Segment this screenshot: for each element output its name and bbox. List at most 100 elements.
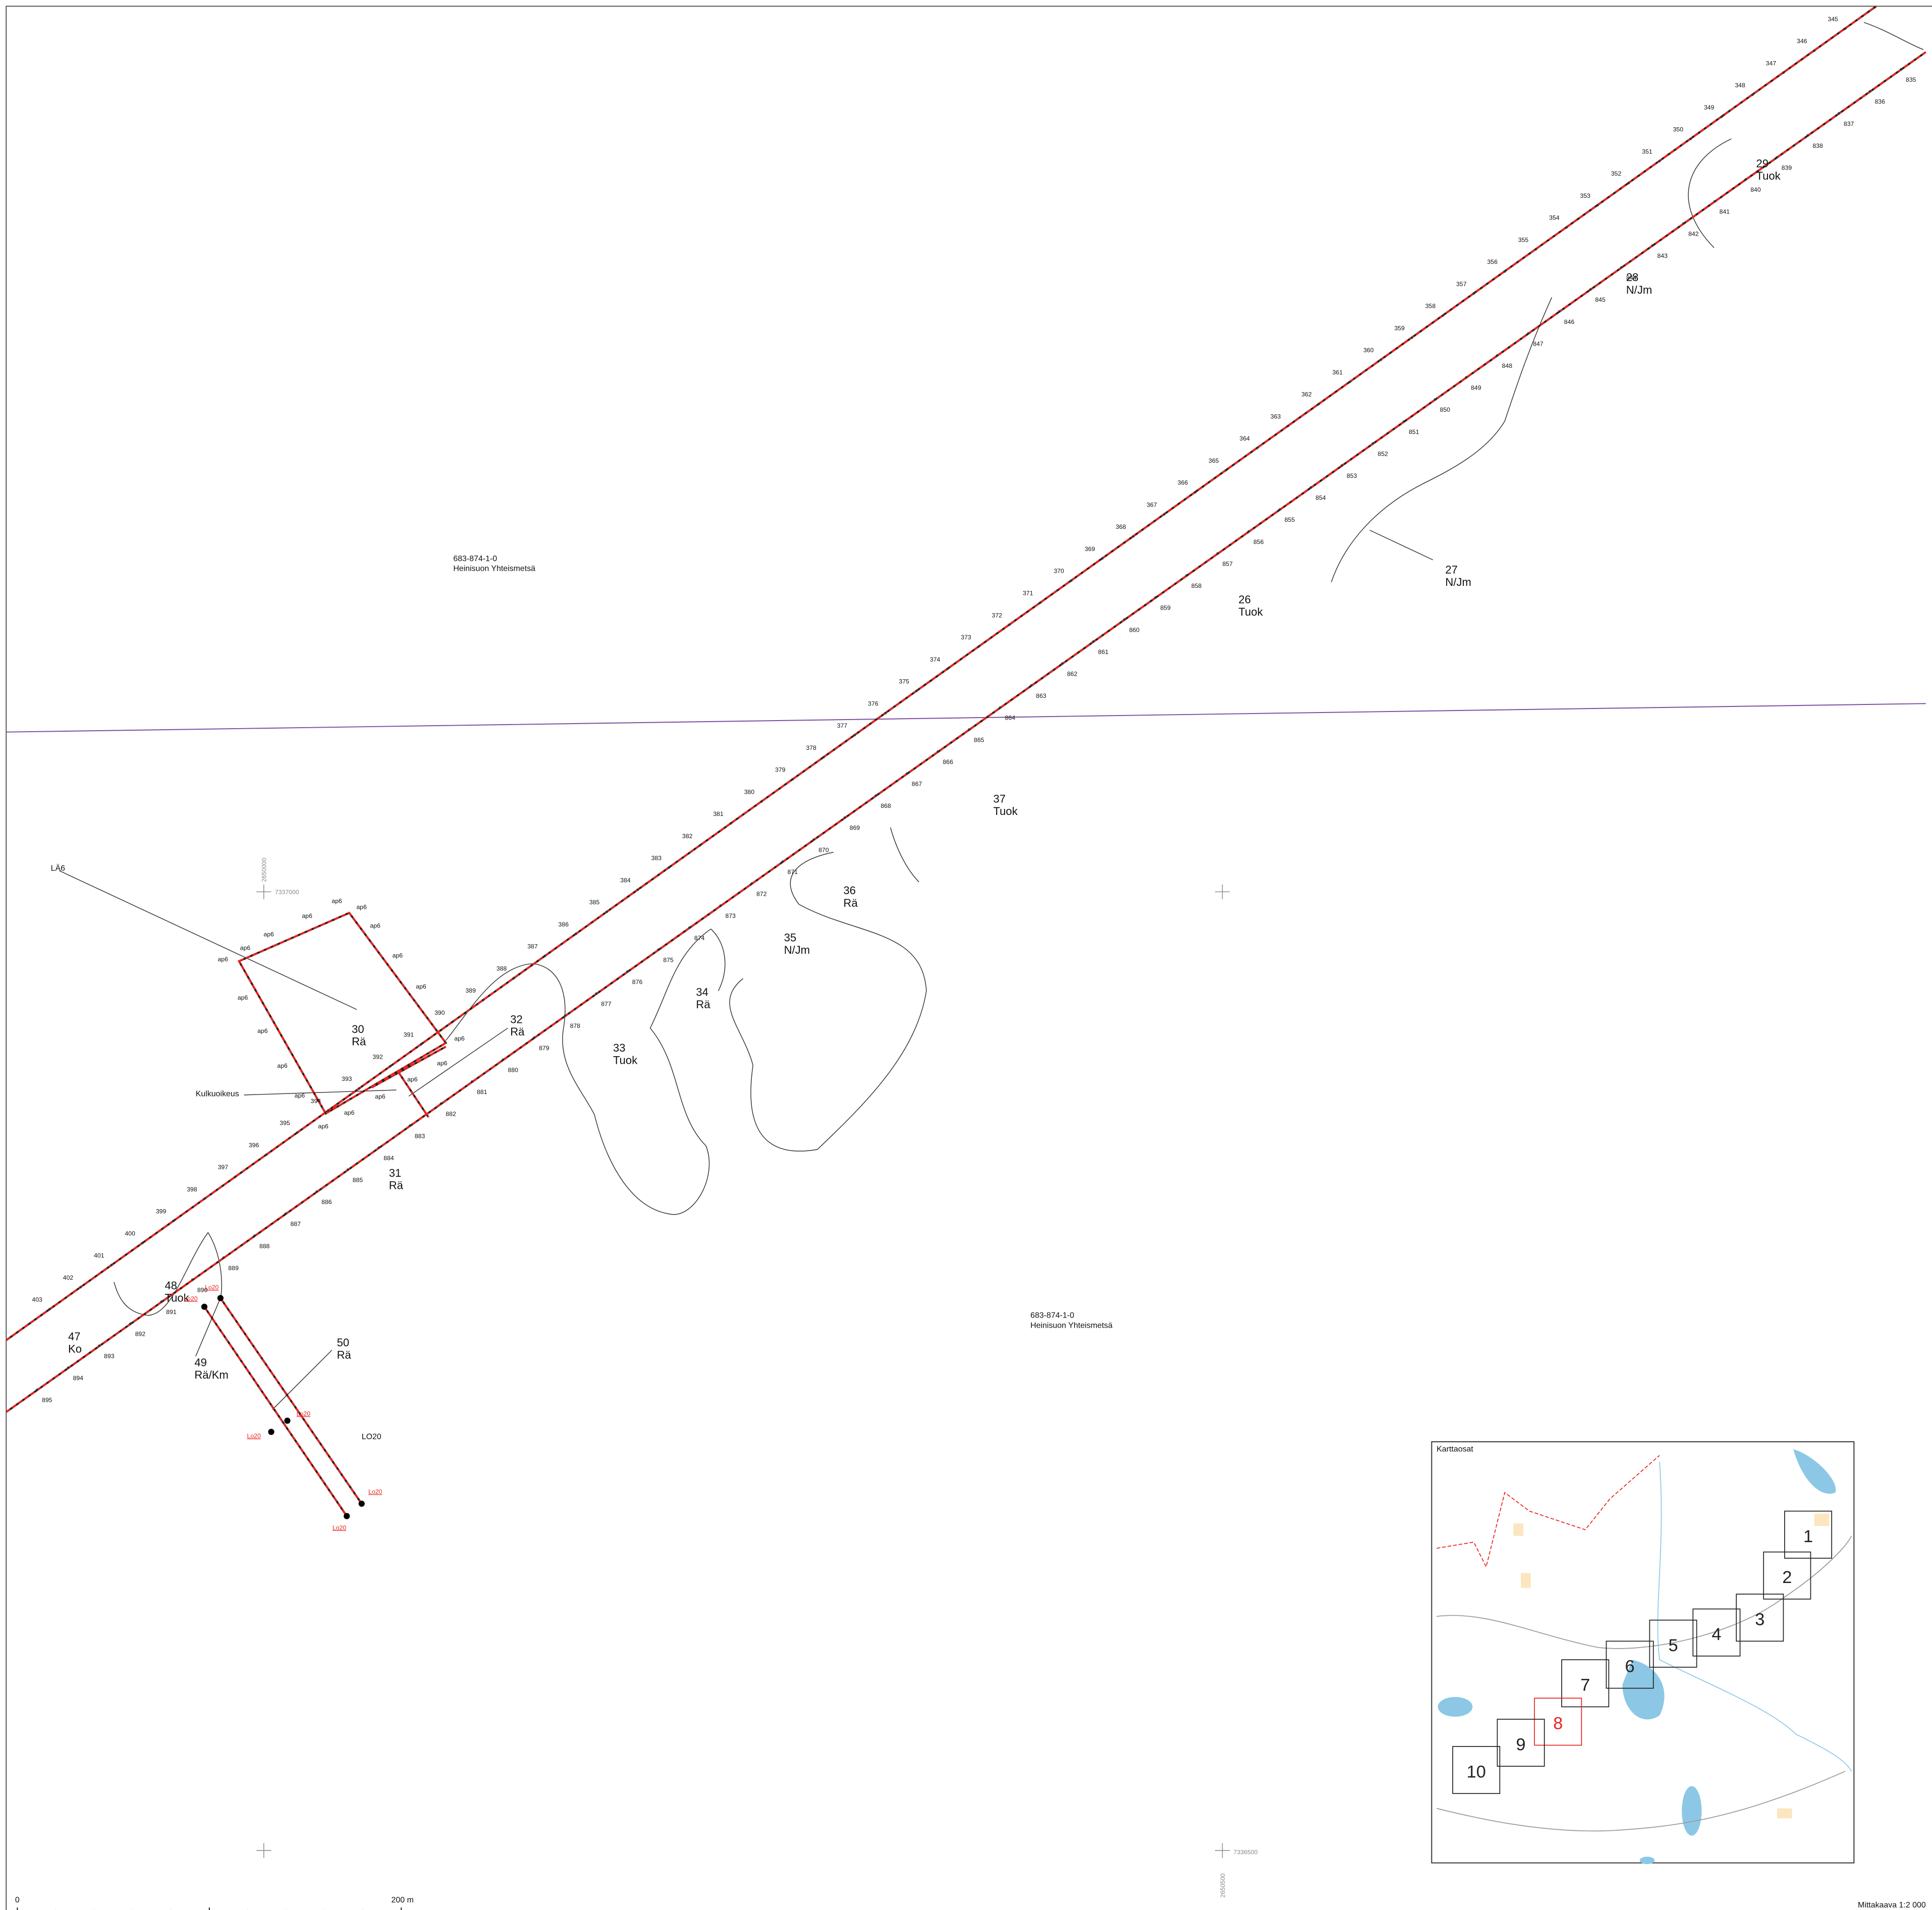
property-boundary (6, 703, 1926, 733)
station-marker (760, 800, 763, 803)
road-label: Lo20 (184, 1295, 197, 1302)
station-label: 386 (559, 921, 569, 928)
station-marker (1838, 112, 1840, 115)
station-label: 388 (496, 965, 507, 972)
station-label: 843 (1658, 252, 1668, 259)
station-label: 889 (228, 1265, 239, 1272)
station-marker (420, 1043, 422, 1046)
road-label: ap6 (332, 897, 342, 904)
coordinate: 7336500 (1234, 1848, 1258, 1856)
station-label: 866 (943, 758, 953, 766)
sheet (1452, 1746, 1501, 1794)
boundary (1369, 529, 1433, 561)
station-label: 886 (321, 1198, 332, 1206)
boundary (446, 929, 711, 1215)
station-label: 859 (1160, 605, 1171, 612)
station-label: 867 (912, 781, 922, 788)
station-marker (1720, 116, 1723, 119)
road-points (201, 1295, 365, 1519)
station-label: 376 (868, 700, 878, 707)
scale-text: Mittakaava 1:2 000 (1858, 1901, 1926, 1909)
road-label: ap6 (240, 945, 251, 952)
lake (1682, 1786, 1702, 1836)
station-marker (698, 844, 701, 847)
station-marker (1070, 579, 1073, 582)
station-marker (1379, 358, 1383, 361)
station-marker (1744, 178, 1747, 181)
sheet (1561, 1659, 1610, 1708)
station-marker (1287, 424, 1290, 427)
station-label: 373 (961, 634, 971, 641)
station-label: 882 (446, 1111, 456, 1118)
station-label: 353 (1580, 192, 1591, 199)
station-marker (636, 888, 639, 891)
station-label: 374 (930, 656, 941, 663)
station-label: 850 (1440, 406, 1451, 413)
station-marker (1751, 93, 1754, 96)
station-marker (968, 728, 971, 731)
station-label: 346 (1797, 38, 1807, 45)
station-label: 358 (1425, 303, 1436, 310)
road-label: ap6 (437, 1060, 448, 1067)
inset: Karttaosat 1 2 3 4 5 6 78 9 10 (1431, 1441, 1855, 1865)
station-label: 872 (756, 891, 767, 898)
sheet-number: 3 (1755, 1610, 1764, 1629)
station-marker (1309, 486, 1312, 489)
station-label: 380 (744, 788, 755, 795)
lake (1438, 1697, 1473, 1717)
station-label: 893 (104, 1352, 115, 1359)
coordinate: 2650500 (1219, 1873, 1226, 1897)
sheet-number: 5 (1668, 1636, 1678, 1655)
station-marker (1255, 447, 1258, 450)
station-marker (1651, 244, 1654, 247)
station-label: 370 (1054, 568, 1064, 575)
station-label: 394 (311, 1098, 321, 1105)
compartment-number: 30 (352, 1023, 364, 1035)
fields (1513, 1513, 1830, 1819)
sheet (1763, 1551, 1811, 1600)
station-marker (1534, 248, 1537, 251)
property-id: 683-874-1-0 (1030, 1312, 1074, 1320)
river (1657, 1461, 1852, 1772)
station-marker (1558, 310, 1561, 313)
frame (6, 6, 1932, 1910)
station-marker (822, 756, 825, 758)
label: Kulkuoikeus (196, 1089, 239, 1098)
station-label: 399 (156, 1208, 167, 1215)
compartment-type: Tuok (993, 805, 1018, 817)
station-label: 854 (1315, 495, 1326, 502)
road-label: Lo20 (368, 1488, 382, 1495)
station-marker (667, 866, 670, 869)
sheet (1534, 1698, 1582, 1746)
station-label: 880 (508, 1066, 519, 1073)
compartment-number: 35 (784, 932, 797, 944)
sheet-number: 9 (1516, 1735, 1526, 1754)
station-marker (377, 1146, 380, 1149)
boundary (195, 1232, 223, 1357)
compartment-type: N/Jm (784, 944, 810, 956)
sheet (1692, 1608, 1741, 1657)
station-label: 835 (1906, 76, 1916, 83)
station-label: 391 (404, 1031, 414, 1039)
sheet-number: 1 (1803, 1527, 1813, 1546)
station-marker (657, 948, 660, 951)
compartment-type: Rä/Km (194, 1369, 228, 1381)
compartment-number: 34 (696, 986, 708, 998)
station-label: 888 (259, 1242, 270, 1249)
station-marker (1900, 68, 1903, 71)
station-marker (1410, 336, 1413, 339)
sheet (1736, 1594, 1784, 1642)
station-marker (1465, 376, 1468, 379)
road-overlay (6, 5, 1926, 1517)
station-marker (315, 1190, 318, 1193)
station-label: 387 (527, 943, 538, 950)
boundary (114, 1232, 208, 1316)
road-label: ap6 (454, 1035, 465, 1042)
station-marker (358, 1087, 361, 1090)
station-label: 364 (1240, 435, 1250, 442)
station-label: 383 (651, 855, 662, 862)
road-label: ap6 (263, 931, 274, 938)
station-label: 851 (1409, 428, 1419, 435)
station-marker (284, 1212, 287, 1215)
station-label: 363 (1271, 413, 1281, 420)
